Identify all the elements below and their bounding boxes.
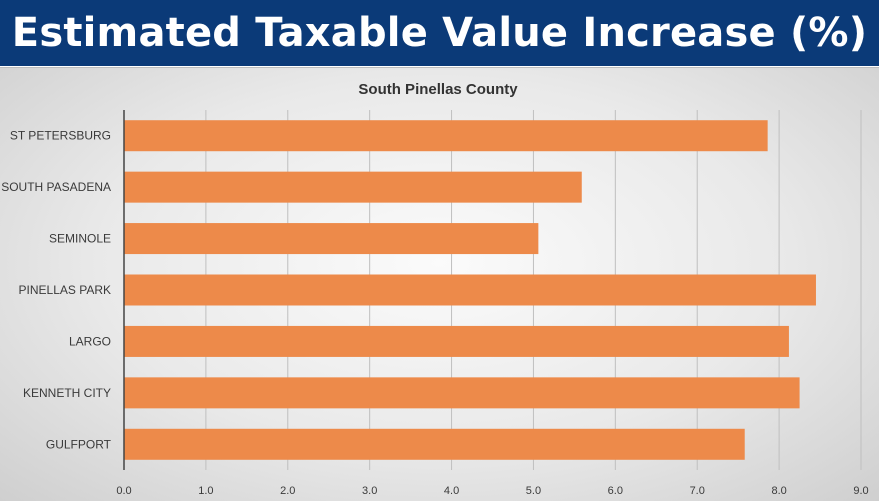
category-label: GULFPORT: [46, 437, 112, 451]
category-label: LARGO: [69, 334, 111, 348]
x-tick-label: 8.0: [771, 485, 786, 497]
bar: [124, 428, 745, 460]
bar: [124, 377, 800, 409]
x-tick-label: 1.0: [198, 485, 213, 497]
category-label: KENNETH CITY: [23, 386, 111, 400]
x-tick-label: 9.0: [853, 485, 868, 497]
category-label: SEMINOLE: [49, 232, 111, 246]
bar: [124, 120, 768, 152]
category-label: PINELLAS PARK: [19, 283, 111, 297]
bar: [124, 171, 582, 203]
x-tick-label: 0.0: [116, 485, 131, 497]
x-tick-label: 6.0: [608, 485, 623, 497]
chart-area: South Pinellas County ST PETERSBURG SOUTH…: [0, 67, 879, 501]
x-tick-label: 4.0: [444, 485, 459, 497]
bar: [124, 223, 539, 255]
title-banner: Estimated Taxable Value Increase (%): [0, 0, 879, 66]
x-tick-label: 7.0: [690, 485, 705, 497]
bar-chart: South Pinellas County ST PETERSBURG SOUTH…: [1, 81, 868, 497]
x-axis-tick-labels: 0.0 1.0 2.0 3.0 4.0 5.0 6.0 7.0 8.0 9.0: [116, 485, 868, 497]
page-title: Estimated Taxable Value Increase (%): [11, 10, 868, 56]
x-tick-label: 2.0: [280, 485, 295, 497]
x-tick-label: 3.0: [362, 485, 377, 497]
category-label: ST PETERSBURG: [10, 129, 111, 143]
chart-title: South Pinellas County: [358, 81, 518, 98]
bar: [124, 274, 816, 306]
bar: [124, 325, 789, 357]
category-label: SOUTH PASADENA: [1, 180, 111, 194]
x-tick-label: 5.0: [526, 485, 541, 497]
category-labels: ST PETERSBURG SOUTH PASADENA SEMINOLE PINEL…: [1, 129, 111, 452]
bars: [124, 120, 816, 460]
